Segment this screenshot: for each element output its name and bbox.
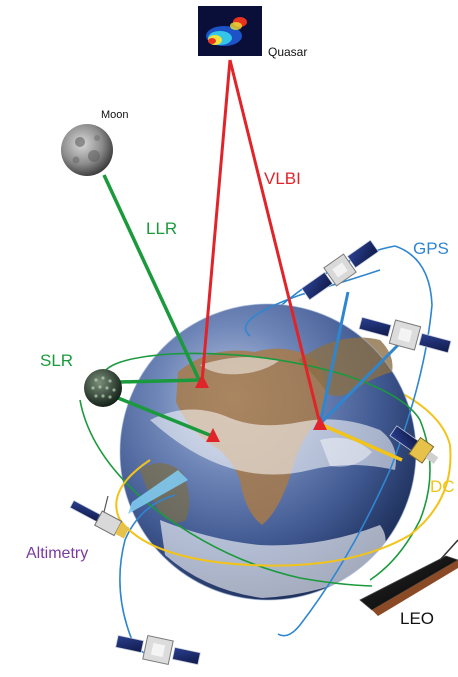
slr-orbit — [102, 352, 431, 581]
leo-satellite-icon — [359, 539, 458, 616]
quasar-radio-image-icon — [198, 6, 262, 56]
gps-orbit-1 — [277, 245, 433, 637]
vlbi-label: VLBI — [264, 169, 301, 188]
gps-satellite-icon — [358, 316, 452, 354]
doris-line — [319, 422, 403, 462]
slr-line-2 — [117, 396, 213, 438]
altimetry-beam — [128, 470, 188, 514]
slr-label: SLR — [40, 351, 73, 370]
llr-line — [102, 174, 202, 383]
ground-station-marker-icon — [206, 428, 220, 442]
vlbi-line-1 — [200, 59, 232, 383]
slr-line-1 — [119, 378, 201, 384]
gps-orbit-2 — [244, 269, 381, 337]
measurement-lines — [102, 59, 403, 514]
gps-line-2 — [318, 343, 400, 426]
leo-label: LEO — [400, 609, 434, 628]
altimetry-satellite-icon — [69, 495, 130, 539]
doris-orbit — [115, 444, 452, 567]
gps-label: GPS — [413, 239, 449, 258]
gps-satellite-icon — [301, 239, 379, 301]
vlbi-line-2 — [228, 59, 322, 425]
ground-station-marker-icon — [195, 374, 209, 388]
gps-line-1 — [318, 291, 350, 425]
doris-satellite-icon — [389, 425, 439, 464]
gps-orbit-4 — [124, 494, 176, 541]
earth-globe — [119, 303, 417, 601]
orbits-front — [79, 245, 452, 657]
ground-stations — [195, 374, 327, 442]
doris-label: DC — [430, 477, 455, 496]
laser-reflector-satellite-icon — [84, 369, 122, 407]
llr-label: LLR — [146, 219, 177, 238]
labels: Quasar Moon VLBI LLR GPS SLR DC Altimetr… — [26, 45, 455, 628]
quasar-label: Quasar — [268, 45, 307, 59]
moon-icon — [61, 124, 113, 176]
altimetry-label: Altimetry — [26, 545, 88, 562]
ground-station-marker-icon — [313, 416, 327, 430]
leo-orbit — [79, 399, 373, 587]
moon-label: Moon — [101, 109, 129, 121]
gps-satellite-icon — [115, 634, 201, 666]
